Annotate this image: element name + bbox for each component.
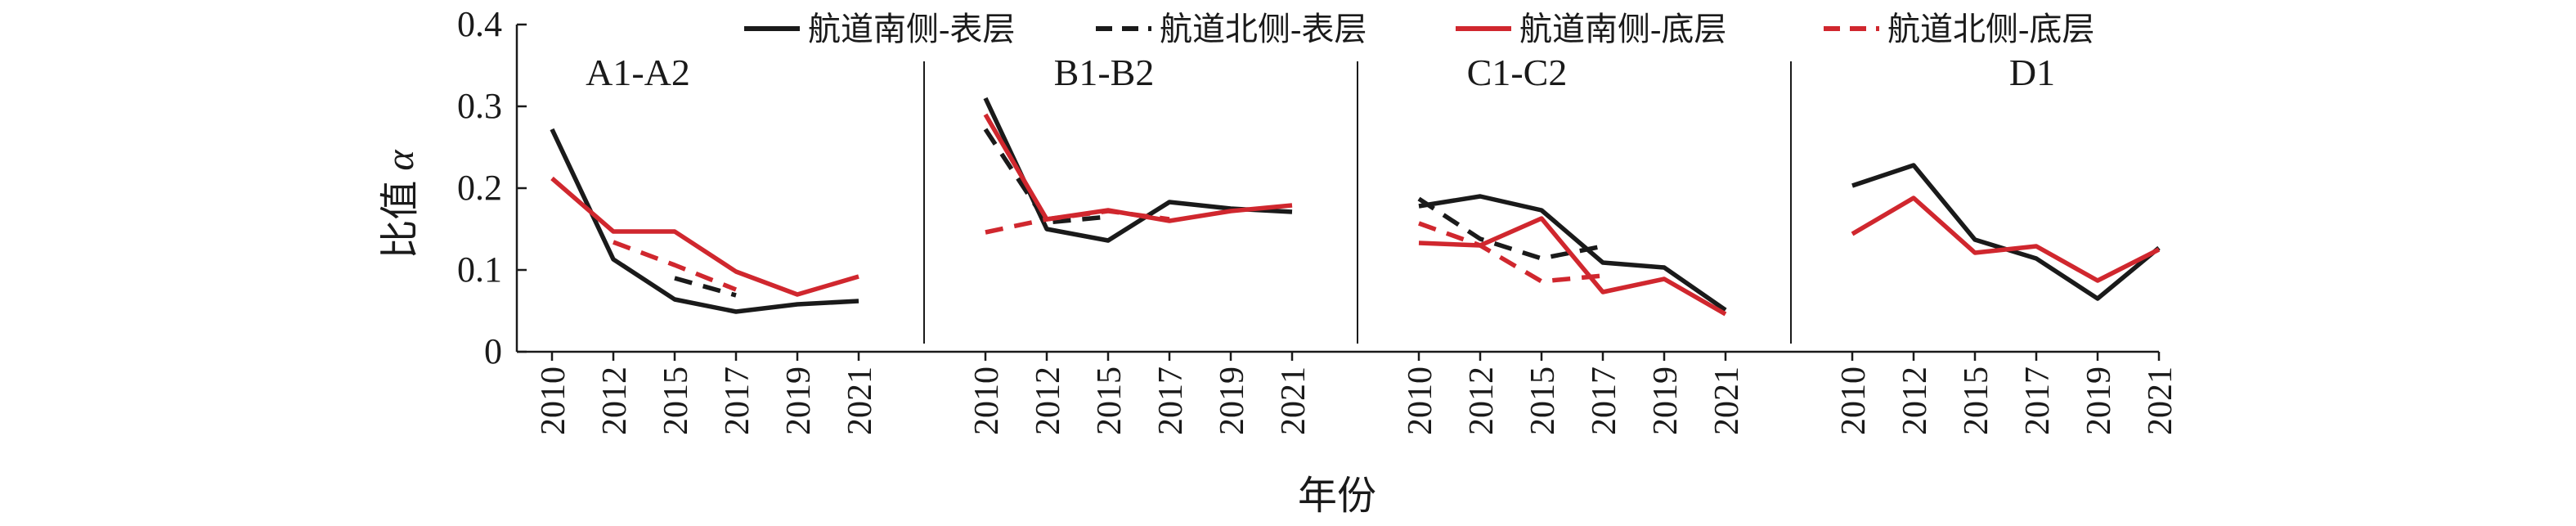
x-tick-label: 2017 xyxy=(1152,366,1190,435)
x-tick-label: 2010 xyxy=(535,366,572,435)
x-tick-label: 2012 xyxy=(596,366,634,435)
panel-2 xyxy=(983,97,1293,243)
x-axis-ticks: 2010 2012 2015 2017 2019 2021 2010 2012 2015 2017… xyxy=(535,352,2179,435)
panel-labels: A1-A2 B1-B2 C1-C2 D1 xyxy=(586,52,2055,93)
series-line xyxy=(985,209,1170,235)
x-tick-label: 2015 xyxy=(657,366,695,435)
series-line xyxy=(1851,163,2161,301)
panel-label: D1 xyxy=(2009,52,2055,93)
series-line xyxy=(1418,194,1727,312)
series-line xyxy=(613,240,738,292)
x-tick-label: 2015 xyxy=(1091,366,1129,435)
series-line xyxy=(983,128,1109,225)
x-tick-label: 2010 xyxy=(968,366,1006,435)
panel-4 xyxy=(1851,163,2161,301)
x-tick-label: 2017 xyxy=(719,366,756,435)
y-tick-label: 0.1 xyxy=(457,250,502,290)
legend-label: 航道北侧-底层 xyxy=(1887,11,2094,47)
axes xyxy=(515,25,2159,353)
x-tick-label: 2021 xyxy=(841,366,879,435)
legend-label: 航道南侧-底层 xyxy=(1519,11,1726,47)
panel-label: A1-A2 xyxy=(586,52,690,93)
series-line xyxy=(674,276,737,298)
series-layer xyxy=(550,97,2161,317)
x-tick-label: 2010 xyxy=(1835,366,1873,435)
x-axis-title: 年份 xyxy=(1298,474,1376,518)
x-tick-label: 2019 xyxy=(1647,366,1685,435)
series-line xyxy=(550,176,859,297)
x-tick-label: 2019 xyxy=(1214,366,1251,435)
legend: 航道南侧-表层 航道北侧-表层 航道南侧-底层 航道北侧-底层 xyxy=(744,11,2094,47)
series-line xyxy=(1418,221,1604,284)
x-tick-label: 2012 xyxy=(1463,366,1501,435)
x-tick-label: 2012 xyxy=(1896,366,1934,435)
series-line xyxy=(983,97,1293,243)
legend-item: 航道南侧-底层 xyxy=(1456,11,1726,47)
x-tick-label: 2010 xyxy=(1402,366,1439,435)
x-tick-label: 2021 xyxy=(2142,366,2179,435)
panel-separators xyxy=(923,61,1792,344)
x-tick-label: 2021 xyxy=(1275,366,1313,435)
y-tick-label: 0.2 xyxy=(457,168,502,208)
panel-label: C1-C2 xyxy=(1467,52,1568,93)
x-tick-label: 2017 xyxy=(1586,366,1623,435)
x-tick-label: 2021 xyxy=(1708,366,1746,435)
x-tick-label: 2017 xyxy=(2019,366,2057,435)
x-tick-label: 2015 xyxy=(1524,366,1562,435)
series-line xyxy=(1418,216,1727,317)
series-line xyxy=(983,113,1293,223)
panel-label: B1-B2 xyxy=(1054,52,1155,93)
y-tick-label: 0.4 xyxy=(457,4,502,44)
series-line xyxy=(550,128,859,314)
y-tick-label: 0.3 xyxy=(457,86,502,126)
panel-3 xyxy=(1417,194,1727,317)
y-axis-ticks: 0 0.1 0.2 0.3 0.4 xyxy=(457,4,527,371)
legend-item: 航道南侧-表层 xyxy=(744,11,1015,47)
y-axis-title: 比值 α xyxy=(379,150,422,259)
x-tick-label: 2015 xyxy=(1958,366,1995,435)
series-line xyxy=(1851,196,2161,283)
x-tick-label: 2019 xyxy=(2080,366,2118,435)
legend-item: 航道北侧-底层 xyxy=(1824,11,2094,47)
series-line xyxy=(1417,196,1604,261)
y-tick-label: 0 xyxy=(484,331,502,371)
legend-item: 航道北侧-表层 xyxy=(1096,11,1367,47)
panel-1 xyxy=(550,128,859,314)
x-tick-label: 2019 xyxy=(780,366,818,435)
legend-label: 航道北侧-表层 xyxy=(1160,11,1367,47)
x-tick-label: 2012 xyxy=(1030,366,1067,435)
legend-label: 航道南侧-表层 xyxy=(808,11,1015,47)
